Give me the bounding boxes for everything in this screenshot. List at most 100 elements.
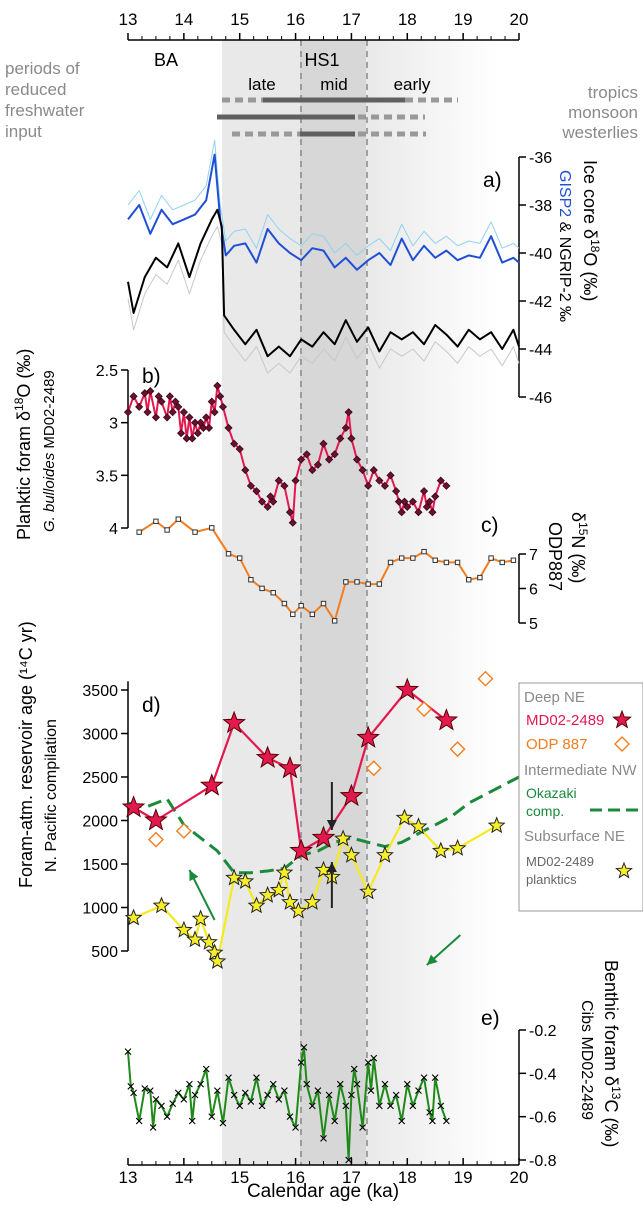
panel-d-y-tick-label: 1000	[82, 901, 118, 918]
panel-a-ylabel: Ice core δ18O (‰)	[580, 160, 602, 301]
panel-label-c: c)	[481, 514, 499, 537]
panel-e-marker	[241, 1089, 249, 1097]
top-axis-tick-label: 19	[454, 10, 473, 29]
panel-b-marker	[246, 481, 255, 490]
planktic-star-marker	[236, 872, 255, 890]
bottom-axis-tick-label: 13	[119, 1168, 138, 1187]
top-axis-tick-label: 13	[119, 10, 138, 29]
panel-b-marker	[143, 408, 152, 417]
panel-b-marker	[386, 471, 395, 480]
panel-b-marker	[241, 466, 250, 475]
panel-b-marker	[428, 508, 437, 517]
panel-c-marker	[164, 527, 170, 533]
panel-a-y-tick-label: -38	[529, 198, 552, 215]
planktic-star-marker	[342, 845, 361, 863]
legend-entry: ODP 887	[526, 736, 587, 753]
late-label: late	[248, 75, 275, 94]
panel-c-marker	[192, 529, 198, 535]
panel-c-marker	[376, 581, 383, 587]
deep-star-marker	[278, 755, 302, 779]
legend-entry: planktics	[526, 872, 577, 887]
bottom-axis-tick-label: 17	[342, 1168, 361, 1187]
panel-b-marker	[185, 413, 194, 422]
panel-e-marker	[442, 1117, 450, 1125]
panel-d-ylabel: Foram-atm. reservoir age (¹⁴C yr)	[16, 621, 36, 888]
panel-b-marker	[266, 492, 275, 501]
deep-star-marker	[339, 783, 364, 807]
panel-e-marker	[258, 1102, 266, 1110]
panel-label-a: a)	[483, 169, 502, 192]
panel-c-marker	[136, 529, 142, 535]
legend-deep-star	[612, 709, 632, 729]
panel-b-marker	[154, 392, 163, 401]
hs1-late-shading	[222, 40, 302, 1165]
panel-b-marker	[216, 392, 225, 401]
panel-e-ylabel2: Cibs MD02-2489	[578, 1000, 595, 1120]
planktic-star-marker	[281, 892, 299, 910]
planktic-star-marker	[395, 808, 414, 826]
panel-b-ylabel2: G. bulloides MD02-2489	[41, 370, 58, 532]
right-note-monsoon: monsoon	[568, 103, 638, 122]
panel-c-marker	[298, 602, 304, 609]
panel-b-marker	[288, 518, 297, 527]
right-note-westerlies: westerlies	[561, 123, 638, 142]
hs1-mid-shading	[300, 40, 368, 1165]
planktic-star-marker	[448, 838, 467, 856]
panel-b-marker	[431, 492, 440, 501]
legend-entry: Okazaki	[526, 785, 577, 801]
panel-b-marker	[263, 502, 272, 511]
panel-c-marker	[270, 590, 276, 596]
legend-entry: MD02-2489	[526, 854, 594, 869]
panel-e-marker	[191, 1091, 199, 1099]
bottom-axis-tick-label: 14	[174, 1168, 193, 1187]
panel-b-marker	[347, 434, 356, 443]
panel-e-marker	[320, 1134, 327, 1142]
panel-b-y-tick-label: 2.5	[96, 363, 118, 380]
panel-b-marker	[280, 481, 289, 490]
gisp2-raw-line	[127, 139, 520, 256]
panel-b-marker	[425, 497, 434, 506]
panel-b-marker	[291, 476, 300, 485]
planktic-star-marker	[200, 932, 218, 950]
panel-e-marker	[415, 1087, 422, 1095]
panel-e-marker	[281, 1087, 288, 1095]
deep-star-marker	[356, 725, 380, 748]
planktic-star-marker	[191, 909, 210, 927]
planktic-star-marker	[359, 882, 378, 900]
hs1-label: HS1	[304, 50, 339, 70]
panel-e-marker	[325, 1091, 333, 1099]
panel-e-marker	[364, 1059, 372, 1066]
panel-c-marker	[237, 555, 243, 561]
top-axis-tick-label: 18	[398, 10, 417, 29]
legend-entry: comp.	[526, 803, 564, 819]
panel-b-marker	[123, 408, 133, 417]
panel-b-ylabel: Planktic foram δ18O (‰)	[12, 349, 34, 540]
panel-e-marker	[236, 1102, 244, 1110]
left-note-line: periods of	[5, 59, 80, 78]
planktic-star-marker	[303, 892, 322, 910]
panel-e-marker	[253, 1074, 260, 1082]
green-arrow-right-head	[426, 954, 438, 965]
panel-c-marker	[281, 600, 288, 607]
panel-b-marker	[380, 481, 390, 490]
panel-e-ylabel: Benthic foram δ13C (‰)	[601, 960, 623, 1147]
panel-label-d: d)	[142, 694, 161, 717]
panel-e-marker	[359, 1124, 366, 1131]
panel-b-marker	[369, 466, 378, 475]
panel-e-marker	[303, 1080, 311, 1088]
panel-c-marker	[421, 548, 427, 555]
panel-b-marker	[146, 387, 155, 396]
panel-e-marker	[403, 1080, 411, 1088]
odp887-diamond-marker	[449, 741, 466, 758]
panel-b-marker	[188, 434, 197, 443]
panel-e-marker	[208, 1113, 216, 1121]
ngrip-raw-line	[127, 226, 520, 374]
panel-a-y-tick-label: -42	[529, 294, 552, 311]
md02-deep-line	[133, 688, 448, 853]
panel-b-marker	[375, 476, 384, 485]
panel-e-marker	[431, 1074, 439, 1082]
bottom-axis-tick-label: 18	[398, 1168, 417, 1187]
panel-b-marker	[419, 487, 429, 496]
panel-d-y-tick-label: 3000	[82, 727, 118, 744]
planktic-star-marker	[431, 841, 450, 859]
